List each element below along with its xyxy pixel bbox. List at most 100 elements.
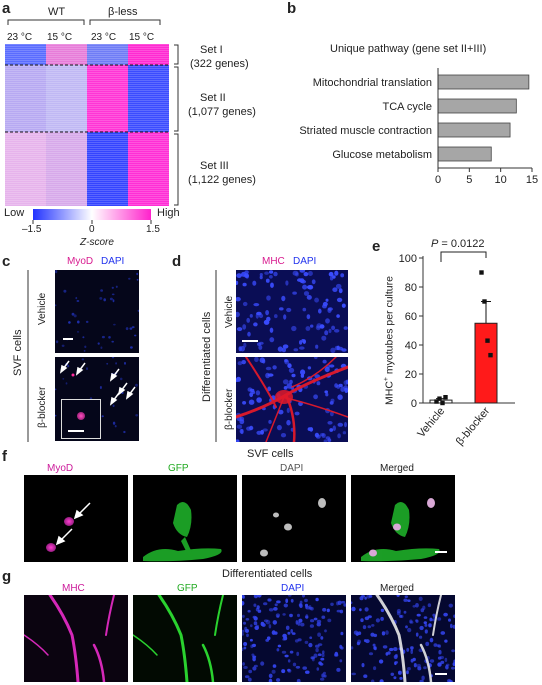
nucleus [111,293,115,296]
nucleus [296,678,301,682]
panel-g-channel-gfp: GFP [177,583,198,594]
group-brackets [7,19,161,25]
nucleus [406,647,410,652]
nucleus [368,652,374,656]
nucleus [399,676,403,680]
nucleus [247,387,253,392]
nucleus [67,364,70,368]
nucleus [71,312,75,316]
nucleus [406,670,409,675]
nucleus [250,624,253,628]
nucleus [310,324,314,328]
nucleus [276,648,280,652]
y-tick-label: 0 [411,398,417,410]
nucleus [421,675,425,681]
nucleus [450,623,453,629]
nucleus [303,272,309,277]
nucleus [86,367,88,370]
nucleus [253,664,258,668]
dapi-nuclei [236,270,348,353]
nucleus [276,424,282,431]
nucleus [357,639,362,645]
nucleus [321,615,326,619]
nucleus [407,599,411,602]
nucleus [103,298,106,302]
nucleus [263,602,268,606]
nucleus [260,621,265,627]
nucleus [297,621,301,626]
panel-g-mhc-image [24,595,128,682]
nucleus [451,666,455,670]
nucleus [363,674,368,678]
chart-e-ylabel: MHC+ myotubes per culture [383,276,396,405]
nucleus [424,623,428,627]
myod-nucleus [46,543,56,552]
panel-c-side-label: SVF cells [12,329,24,376]
nucleus [267,598,272,602]
nucleus [327,421,333,425]
nucleus [73,314,77,318]
nucleus [299,346,305,350]
merged-fibers [375,595,442,682]
nucleus [279,307,284,311]
nucleus [344,421,347,428]
nucleus [407,667,411,671]
nucleus [373,666,377,671]
set-2-name: Set II [200,92,226,104]
nucleus [293,348,299,352]
nucleus [359,596,364,601]
nucleus [437,662,442,667]
nucleus [246,633,249,638]
nucleus [422,605,426,610]
nucleus [362,625,367,630]
gfp-cells [143,501,222,562]
dapi-nuclei [260,498,326,557]
nucleus [137,309,139,312]
nucleus [292,270,299,276]
nucleus [310,619,315,623]
panel-letter-b: b [287,0,297,17]
nucleus [242,621,247,625]
nucleus [444,639,448,643]
nucleus [242,662,245,666]
nucleus [412,605,416,608]
nucleus [242,629,245,633]
nucleus [423,666,427,670]
nucleus [268,624,272,629]
nucleus [409,619,413,624]
nucleus [429,659,435,663]
nucleus [418,596,423,601]
nucleus [448,603,453,608]
nucleus [269,270,274,274]
nucleus [242,282,247,287]
nucleus [269,327,274,334]
nucleus [452,624,455,629]
category-label: β-blocker [454,405,493,448]
x-tick-label: 15 [526,174,538,185]
nucleus [283,386,288,390]
nucleus [63,289,67,293]
nucleus [393,676,397,680]
nucleus [337,394,343,400]
nucleus [311,279,316,285]
nucleus [371,679,375,682]
nucleus [242,324,247,330]
nucleus [320,657,325,661]
nucleus [271,630,276,635]
panel-g-channel-mhc: MHC [62,583,85,594]
nucleus [448,618,451,622]
nucleus [315,597,319,602]
nucleus [366,595,371,599]
nucleus [405,625,408,629]
nucleus [373,646,377,650]
nucleus [295,620,299,625]
y-tick-label: 20 [405,369,417,381]
nucleus [265,372,270,379]
temp-label-1: 23 °C [7,32,33,43]
nucleus [285,280,289,286]
nucleus [423,621,427,625]
nucleus [296,651,300,656]
nucleus [97,342,100,345]
nucleus [81,358,85,361]
nucleus [99,386,102,389]
